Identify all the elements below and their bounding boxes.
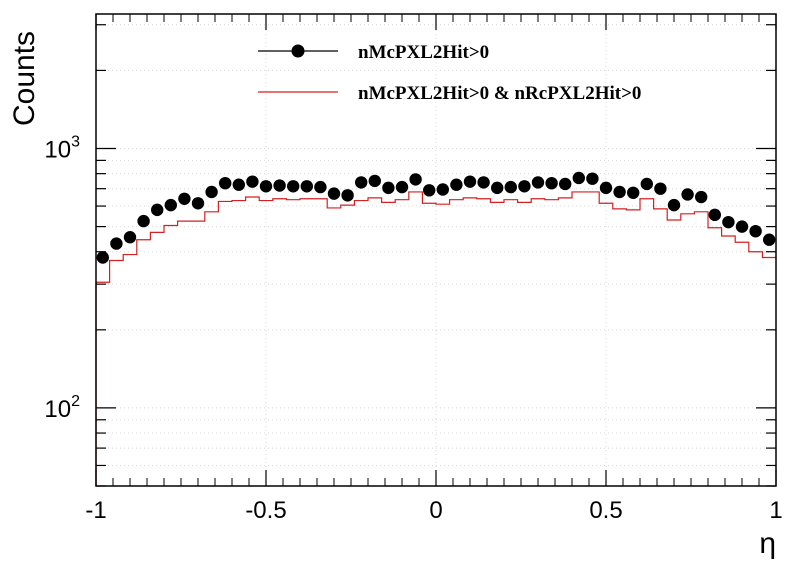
data-point <box>205 185 218 199</box>
y-tick-label: 103 <box>44 134 80 164</box>
data-point <box>545 176 558 190</box>
step-histogram-line <box>95 191 776 486</box>
data-point <box>409 173 422 186</box>
data-point <box>599 181 613 195</box>
data-point <box>654 182 667 195</box>
data-point <box>395 180 409 194</box>
data-point <box>559 177 572 191</box>
data-point <box>219 176 232 190</box>
data-point <box>382 181 395 195</box>
data-point <box>368 174 381 188</box>
data-point <box>191 197 205 210</box>
data-point <box>314 180 327 194</box>
x-tick-label: -1 <box>85 497 106 524</box>
x-tick-label: 0 <box>429 497 442 524</box>
data-point <box>300 180 313 193</box>
data-point <box>164 198 177 212</box>
data-point <box>423 184 436 197</box>
data-point <box>110 237 123 250</box>
data-point <box>178 192 191 205</box>
x-tick-labels: -1 -0.5 0 0.5 1 <box>85 497 782 524</box>
data-point <box>341 189 354 202</box>
data-point <box>640 177 653 191</box>
data-point <box>355 176 368 189</box>
x-axis-title: η <box>759 527 776 560</box>
data-point <box>708 208 721 222</box>
data-point <box>749 224 762 238</box>
data-point <box>504 180 517 194</box>
data-point <box>477 176 490 189</box>
data-point <box>463 175 477 188</box>
y-tick-base: 10 <box>44 137 71 164</box>
data-point <box>518 180 531 193</box>
data-point <box>327 187 341 200</box>
y-tick-exponent: 2 <box>71 393 80 410</box>
data-point <box>232 178 245 191</box>
data-point <box>151 203 164 217</box>
x-tick-label: 1 <box>769 497 782 524</box>
data-point <box>287 180 300 193</box>
data-point <box>681 188 694 201</box>
data-point <box>123 231 137 244</box>
data-point <box>667 198 681 212</box>
data-point <box>735 220 749 233</box>
data-point <box>246 175 259 188</box>
data-point <box>722 215 735 229</box>
data-point <box>491 181 504 195</box>
series-step-red <box>95 191 776 486</box>
data-point <box>436 183 449 196</box>
data-point <box>586 172 599 185</box>
data-point <box>572 171 585 185</box>
data-point <box>695 190 708 204</box>
data-point <box>613 185 626 199</box>
data-point <box>627 186 640 199</box>
data-point <box>96 251 110 264</box>
data-point <box>763 233 776 246</box>
y-tick-base: 10 <box>44 396 71 423</box>
data-point <box>259 180 273 193</box>
legend-label-black: nMcPXL2Hit>0 <box>358 42 489 63</box>
data-point <box>273 179 286 192</box>
legend-label-red: nMcPXL2Hit>0 & nRcPXL2Hit>0 <box>358 83 641 104</box>
plot-frame <box>95 13 777 487</box>
data-point <box>531 176 545 189</box>
data-point <box>450 178 463 191</box>
x-tick-label: 0.5 <box>589 497 622 524</box>
series-markers-black <box>96 171 776 264</box>
y-axis-title: Counts <box>8 31 41 126</box>
legend-marker-black <box>291 44 305 58</box>
y-tick-label: 102 <box>44 393 80 423</box>
y-tick-exponent: 3 <box>71 134 80 151</box>
legend: nMcPXL2Hit>0 nMcPXL2Hit>0 & nRcPXL2Hit>0 <box>258 42 641 104</box>
data-point <box>137 214 150 228</box>
x-tick-label: -0.5 <box>245 497 286 524</box>
